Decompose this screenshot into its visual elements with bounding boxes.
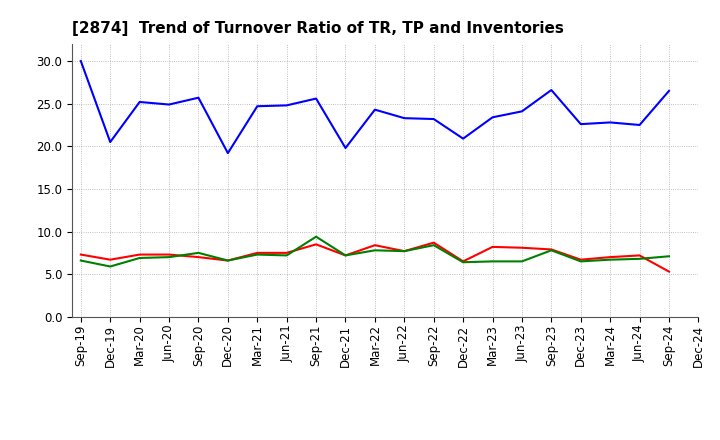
- Trade Receivables: [665, 269, 673, 274]
- Line: Inventories: Inventories: [81, 237, 669, 267]
- Trade Payables: [488, 115, 497, 120]
- Inventories: [400, 249, 409, 254]
- Legend: Trade Receivables, Trade Payables, Inventories: Trade Receivables, Trade Payables, Inven…: [157, 438, 613, 440]
- Trade Receivables: [547, 247, 556, 252]
- Trade Payables: [194, 95, 203, 100]
- Inventories: [194, 250, 203, 256]
- Trade Receivables: [76, 252, 85, 257]
- Inventories: [459, 260, 467, 265]
- Trade Receivables: [341, 253, 350, 258]
- Inventories: [282, 253, 291, 258]
- Trade Payables: [135, 99, 144, 105]
- Trade Payables: [400, 116, 409, 121]
- Inventories: [606, 257, 614, 262]
- Trade Receivables: [194, 254, 203, 260]
- Inventories: [371, 248, 379, 253]
- Text: [2874]  Trend of Turnover Ratio of TR, TP and Inventories: [2874] Trend of Turnover Ratio of TR, TP…: [72, 21, 564, 36]
- Trade Payables: [665, 88, 673, 94]
- Trade Payables: [606, 120, 614, 125]
- Trade Payables: [429, 116, 438, 121]
- Trade Payables: [253, 103, 261, 109]
- Trade Receivables: [400, 249, 409, 254]
- Inventories: [488, 259, 497, 264]
- Inventories: [429, 242, 438, 248]
- Trade Payables: [312, 96, 320, 101]
- Trade Receivables: [518, 245, 526, 250]
- Trade Payables: [547, 88, 556, 93]
- Trade Payables: [223, 150, 232, 156]
- Inventories: [135, 255, 144, 260]
- Trade Receivables: [282, 250, 291, 256]
- Line: Trade Payables: Trade Payables: [81, 61, 669, 153]
- Inventories: [312, 234, 320, 239]
- Trade Receivables: [312, 242, 320, 247]
- Trade Payables: [106, 139, 114, 145]
- Trade Receivables: [429, 240, 438, 245]
- Inventories: [253, 252, 261, 257]
- Inventories: [341, 253, 350, 258]
- Inventories: [106, 264, 114, 269]
- Trade Payables: [341, 145, 350, 150]
- Inventories: [577, 259, 585, 264]
- Inventories: [547, 248, 556, 253]
- Trade Receivables: [135, 252, 144, 257]
- Trade Receivables: [223, 258, 232, 263]
- Inventories: [223, 258, 232, 263]
- Trade Payables: [459, 136, 467, 141]
- Trade Receivables: [371, 242, 379, 248]
- Trade Payables: [282, 103, 291, 108]
- Trade Payables: [165, 102, 174, 107]
- Inventories: [76, 258, 85, 263]
- Trade Payables: [371, 107, 379, 112]
- Trade Payables: [518, 109, 526, 114]
- Trade Payables: [76, 59, 85, 64]
- Trade Receivables: [459, 259, 467, 264]
- Line: Trade Receivables: Trade Receivables: [81, 242, 669, 271]
- Inventories: [665, 253, 673, 259]
- Trade Receivables: [165, 252, 174, 257]
- Inventories: [635, 256, 644, 261]
- Trade Receivables: [253, 250, 261, 256]
- Inventories: [165, 254, 174, 260]
- Trade Receivables: [577, 257, 585, 262]
- Trade Receivables: [106, 257, 114, 262]
- Trade Receivables: [488, 244, 497, 249]
- Trade Receivables: [606, 254, 614, 260]
- Inventories: [518, 259, 526, 264]
- Trade Payables: [577, 121, 585, 127]
- Trade Receivables: [635, 253, 644, 258]
- Trade Payables: [635, 122, 644, 128]
